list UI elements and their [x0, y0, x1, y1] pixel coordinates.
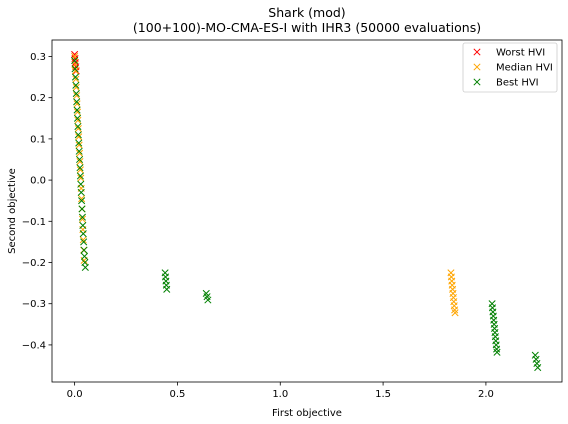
y-axis-label: Second objective [7, 168, 18, 254]
point-series-2 [73, 114, 82, 122]
point-series-1 [71, 67, 79, 75]
point-series-1 [79, 236, 87, 244]
y-tick-label: −0.1 [22, 217, 46, 228]
data-marks [71, 50, 542, 372]
point-series-2 [80, 238, 88, 246]
point-series-2 [75, 139, 83, 147]
point-series-1 [73, 108, 82, 116]
point-series-2 [163, 285, 171, 293]
point-series-2 [204, 296, 212, 304]
point-series-1 [74, 116, 82, 124]
x-axis-label: First objective [272, 408, 342, 419]
legend-marker [473, 63, 481, 71]
point-series-1 [73, 100, 81, 108]
point-series-1 [76, 166, 84, 174]
point-series-1 [74, 125, 82, 133]
point-series-2 [534, 364, 542, 372]
chart-title: Shark (mod) [268, 5, 345, 20]
point-series-1 [77, 174, 85, 182]
x-tick-label: 1.0 [272, 389, 288, 400]
point-series-2 [78, 197, 86, 205]
y-tick-label: 0.0 [30, 176, 46, 187]
plot-frame [51, 39, 563, 383]
point-series-2 [73, 98, 81, 106]
point-series-2 [74, 131, 82, 139]
point-series-2 [71, 73, 79, 81]
y-axis-ticks: 0.3 0.2 0.1 0.0 −0.1 −0.2 −0.3 −0.4 [22, 52, 52, 351]
legend: Worst HVI Median HVI Best HVI [462, 42, 558, 93]
x-tick-label: 0.5 [169, 389, 185, 400]
y-tick-label: −0.2 [22, 258, 46, 269]
point-series-2 [80, 252, 89, 260]
point-series-2 [77, 180, 85, 188]
point-series-1 [78, 215, 86, 223]
point-series-1 [72, 75, 80, 83]
point-series-2 [75, 147, 83, 155]
point-series-2 [77, 188, 85, 197]
x-axis-ticks: 0.0 0.5 1.0 1.5 2.0 [67, 382, 494, 400]
point-series-2 [71, 65, 79, 73]
legend-box [462, 42, 558, 93]
point-series-2 [79, 230, 87, 238]
x-tick-label: 1.5 [375, 389, 391, 400]
point-series-2 [78, 205, 86, 213]
y-tick-label: 0.1 [30, 134, 46, 145]
legend-marker [473, 78, 481, 86]
legend-marker [473, 48, 481, 56]
point-series-2 [78, 213, 86, 221]
point-series-2 [72, 81, 80, 89]
point-series-2 [73, 106, 81, 114]
chart-subtitle: (100+100)-MO-CMA-ES-I with IHR3 (50000 e… [133, 20, 481, 35]
point-series-1 [451, 306, 459, 314]
y-tick-label: −0.4 [22, 340, 46, 351]
point-series-1 [76, 158, 84, 166]
legend-label: Best HVI [496, 78, 539, 89]
legend-label: Median HVI [496, 63, 553, 74]
point-series-2 [76, 164, 84, 172]
point-series-2 [493, 348, 501, 356]
point-series-1 [73, 92, 81, 100]
point-series-2 [79, 221, 87, 229]
point-series-1 [451, 309, 459, 317]
point-series-0 [72, 67, 80, 75]
x-tick-label: 0.0 [67, 389, 83, 400]
point-series-2 [76, 172, 84, 180]
y-tick-label: 0.3 [30, 52, 46, 63]
y-tick-label: 0.2 [30, 93, 46, 104]
point-series-2 [76, 155, 84, 164]
point-series-2 [72, 90, 80, 98]
point-series-1 [78, 195, 86, 203]
point-series-2 [74, 122, 82, 131]
y-tick-label: −0.3 [22, 299, 46, 310]
point-series-2 [81, 263, 89, 272]
point-series-1 [72, 83, 80, 91]
point-series-2 [80, 246, 88, 254]
point-series-2 [71, 57, 79, 65]
point-series-1 [76, 149, 84, 157]
point-series-1 [75, 141, 83, 149]
x-tick-label: 2.0 [478, 389, 494, 400]
legend-label: Worst HVI [496, 48, 545, 59]
point-series-1 [75, 133, 83, 141]
